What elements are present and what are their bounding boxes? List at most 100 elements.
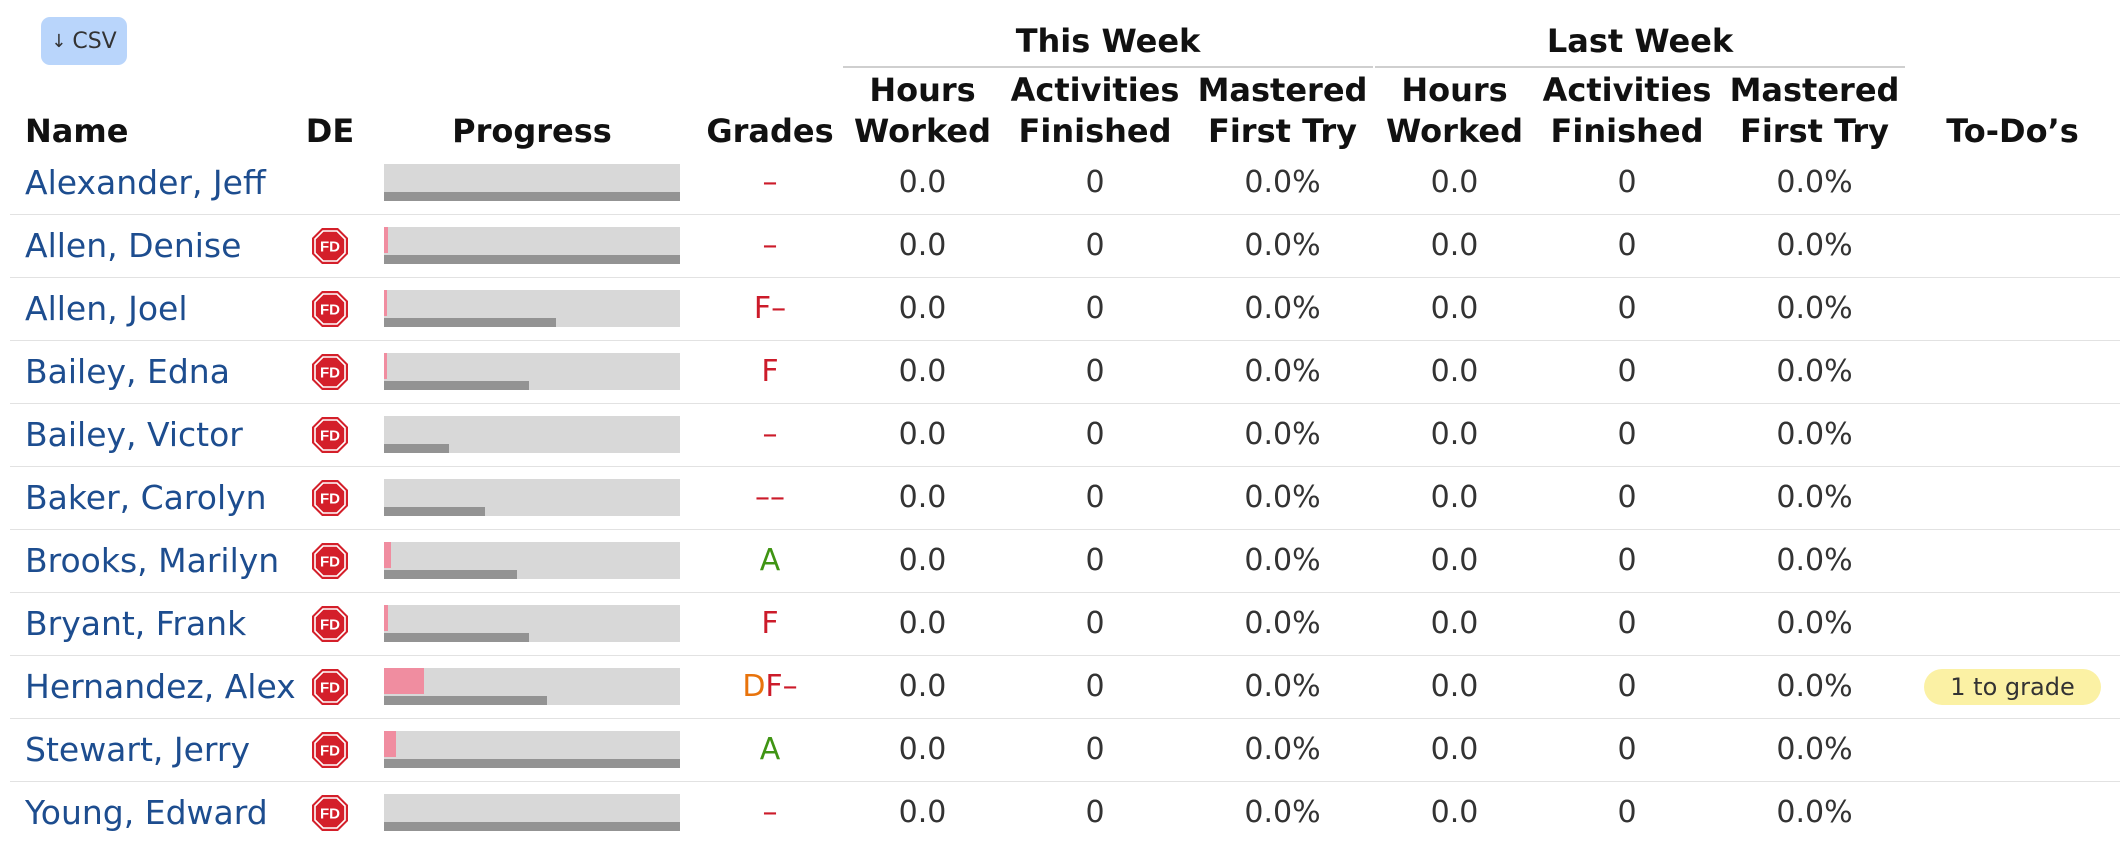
this-week-activities-value: 0 [1085,669,1105,704]
student-name-link[interactable]: Bailey, Victor [25,415,243,454]
last-week-activities-value: 0 [1617,732,1637,767]
grade-text: F [761,606,779,641]
student-name-link[interactable]: Bailey, Edna [25,352,230,391]
grade-cell[interactable]: – [700,214,840,277]
grade-cell[interactable]: – [700,151,840,214]
grade-text: F [761,354,779,389]
last-week-mastered-value: 0.0% [1776,669,1853,704]
student-name-link[interactable]: Stewart, Jerry [25,730,251,769]
this-week-mastered-value: 0.0% [1244,417,1321,452]
this-week-mastered-value: 0.0% [1244,291,1321,326]
this-week-activities-value: 0 [1085,543,1105,578]
student-name-link[interactable]: Brooks, Marilyn [25,541,280,580]
progress-bar [384,227,680,264]
progress-bar [384,605,680,642]
last-week-mastered-value: 0.0% [1776,417,1853,452]
progress-bar-recent-fill [384,668,424,694]
grade-text: A [759,543,781,578]
grade-cell[interactable]: F– [700,277,840,340]
column-header-last-week-mastered[interactable]: Mastered First Try [1722,70,1907,152]
group-header-this-week: This Week [1015,22,1201,60]
fd-stop-icon[interactable]: FD [311,479,349,517]
this-week-hours-value: 0.0 [898,543,947,578]
this-week-mastered-value: 0.0% [1244,480,1321,515]
last-week-hours-value: 0.0 [1430,606,1479,641]
column-header-last-week-activities[interactable]: Activities Finished [1532,70,1722,152]
grade-cell[interactable]: A [700,529,840,592]
last-week-mastered-value: 0.0% [1776,228,1853,263]
grade-text: – [762,228,778,263]
grade-text: F– [765,669,798,704]
fd-stop-icon[interactable]: FD [311,731,349,769]
table-row: Stewart, Jerry FD A 0.0 0 0.0% 0.0 0 0.0% [10,718,2120,782]
grade-text: D [742,669,766,704]
column-header-this-week-mastered[interactable]: Mastered First Try [1190,70,1375,152]
this-week-hours-value: 0.0 [898,606,947,641]
table-row: Allen, Joel FD F– 0.0 0 0.0% 0.0 0 0.0% [10,277,2120,341]
grade-cell[interactable]: – [700,781,840,844]
last-week-hours-value: 0.0 [1430,291,1479,326]
progress-bar [384,668,680,705]
de-cell: FD [300,466,360,529]
last-week-hours-value: 0.0 [1430,732,1479,767]
column-header-todos[interactable]: To-Do’s [1946,112,2079,150]
progress-bar-overall-fill [384,633,529,642]
student-name-link[interactable]: Allen, Joel [25,289,188,328]
table-row: Allen, Denise FD – 0.0 0 0.0% 0.0 0 0.0% [10,214,2120,278]
column-header-name[interactable]: Name [25,112,129,150]
last-week-mastered-value: 0.0% [1776,606,1853,641]
last-week-activities-value: 0 [1617,291,1637,326]
column-header-last-week-hours[interactable]: Hours Worked [1377,70,1532,152]
this-week-activities-value: 0 [1085,228,1105,263]
fd-badge-label: FD [320,616,340,633]
student-name-link[interactable]: Bryant, Frank [25,604,247,643]
this-week-hours-value: 0.0 [898,795,947,830]
group-header-last-week: Last Week [1546,22,1734,60]
student-name-link[interactable]: Hernandez, Alex [25,667,296,706]
last-week-hours-value: 0.0 [1430,417,1479,452]
header-line-1: Mastered [1197,71,1368,109]
progress-bar [384,353,680,390]
table-row: Bryant, Frank FD F 0.0 0 0.0% 0.0 0 0.0% [10,592,2120,656]
grade-cell[interactable]: – [700,403,840,466]
fd-stop-icon[interactable]: FD [311,605,349,643]
column-header-de[interactable]: DE [305,112,355,150]
student-name-link[interactable]: Young, Edward [25,793,268,832]
de-cell: FD [300,592,360,655]
fd-stop-icon[interactable]: FD [311,227,349,265]
column-header-grades[interactable]: Grades [706,112,834,150]
fd-stop-icon[interactable]: FD [311,353,349,391]
student-name-link[interactable]: Allen, Denise [25,226,242,265]
fd-stop-icon[interactable]: FD [311,794,349,832]
grade-cell[interactable]: F [700,592,840,655]
this-week-mastered-value: 0.0% [1244,606,1321,641]
last-week-activities-value: 0 [1617,795,1637,830]
grade-cell[interactable]: –– [700,466,840,529]
this-week-hours-value: 0.0 [898,291,947,326]
progress-bar-overall-fill [384,759,680,768]
column-header-this-week-activities[interactable]: Activities Finished [1000,70,1190,152]
student-name-link[interactable]: Baker, Carolyn [25,478,267,517]
student-name-link[interactable]: Alexander, Jeff [25,163,266,202]
csv-button-label: CSV [72,28,117,54]
column-header-this-week-hours[interactable]: Hours Worked [845,70,1000,152]
last-week-mastered-value: 0.0% [1776,795,1853,830]
fd-stop-icon[interactable]: FD [311,416,349,454]
table-row: Baker, Carolyn FD –– 0.0 0 0.0% 0.0 0 0.0% [10,466,2120,530]
fd-badge-label: FD [320,427,340,444]
group-divider-this-week [843,66,1373,68]
fd-stop-icon[interactable]: FD [311,290,349,328]
grade-cell[interactable]: F [700,340,840,403]
fd-stop-icon[interactable]: FD [311,668,349,706]
fd-badge-label: FD [320,364,340,381]
header-line-1: Activities [1010,71,1180,109]
todo-badge[interactable]: 1 to grade [1924,668,2101,705]
csv-download-button[interactable]: ↓ CSV [41,17,127,65]
column-header-progress[interactable]: Progress [452,112,612,150]
grade-cell[interactable]: A [700,718,840,781]
fd-stop-icon[interactable]: FD [311,542,349,580]
header-line-2: First Try [1207,112,1358,150]
fd-badge-label: FD [320,742,340,759]
header-line-2: Finished [1018,112,1172,150]
grade-cell[interactable]: D F– [700,655,840,718]
